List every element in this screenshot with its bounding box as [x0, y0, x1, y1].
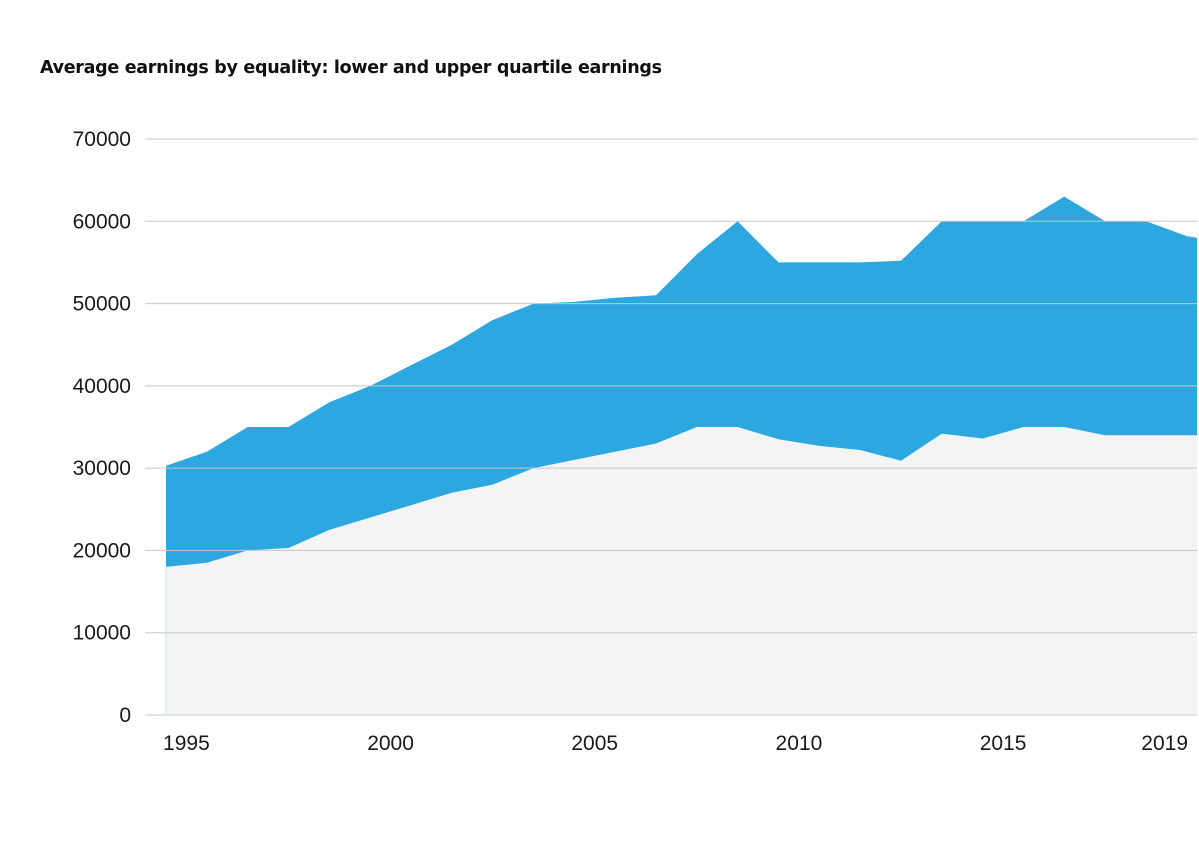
y-tick-label: 10000 — [73, 622, 131, 645]
lower-quartile-area — [166, 427, 1197, 715]
area-series — [165, 196, 1197, 716]
x-tick-label: 2015 — [980, 732, 1027, 755]
chart-title: Average earnings by equality: lower and … — [40, 58, 662, 78]
x-tick-label: 2019 — [1141, 732, 1188, 755]
x-tick-label: 2005 — [571, 732, 618, 755]
y-tick-label: 40000 — [73, 375, 131, 398]
x-tick-label: 1995 — [163, 732, 210, 755]
y-tick-label: 20000 — [73, 539, 131, 562]
x-axis-ticks: 1995 2000 2005 2010 2015 2019 — [163, 732, 1188, 755]
y-tick-label: 30000 — [73, 457, 131, 480]
grid-lines — [145, 138, 1197, 716]
x-tick-label: 2010 — [776, 732, 823, 755]
y-tick-label: 60000 — [73, 210, 131, 233]
y-tick-label: 0 — [119, 704, 131, 727]
x-tick-label: 2000 — [367, 732, 414, 755]
y-tick-label: 70000 — [73, 128, 131, 151]
y-axis-ticks: 0 10000 20000 30000 40000 50000 60000 70000 — [73, 128, 131, 727]
y-tick-label: 50000 — [73, 293, 131, 316]
